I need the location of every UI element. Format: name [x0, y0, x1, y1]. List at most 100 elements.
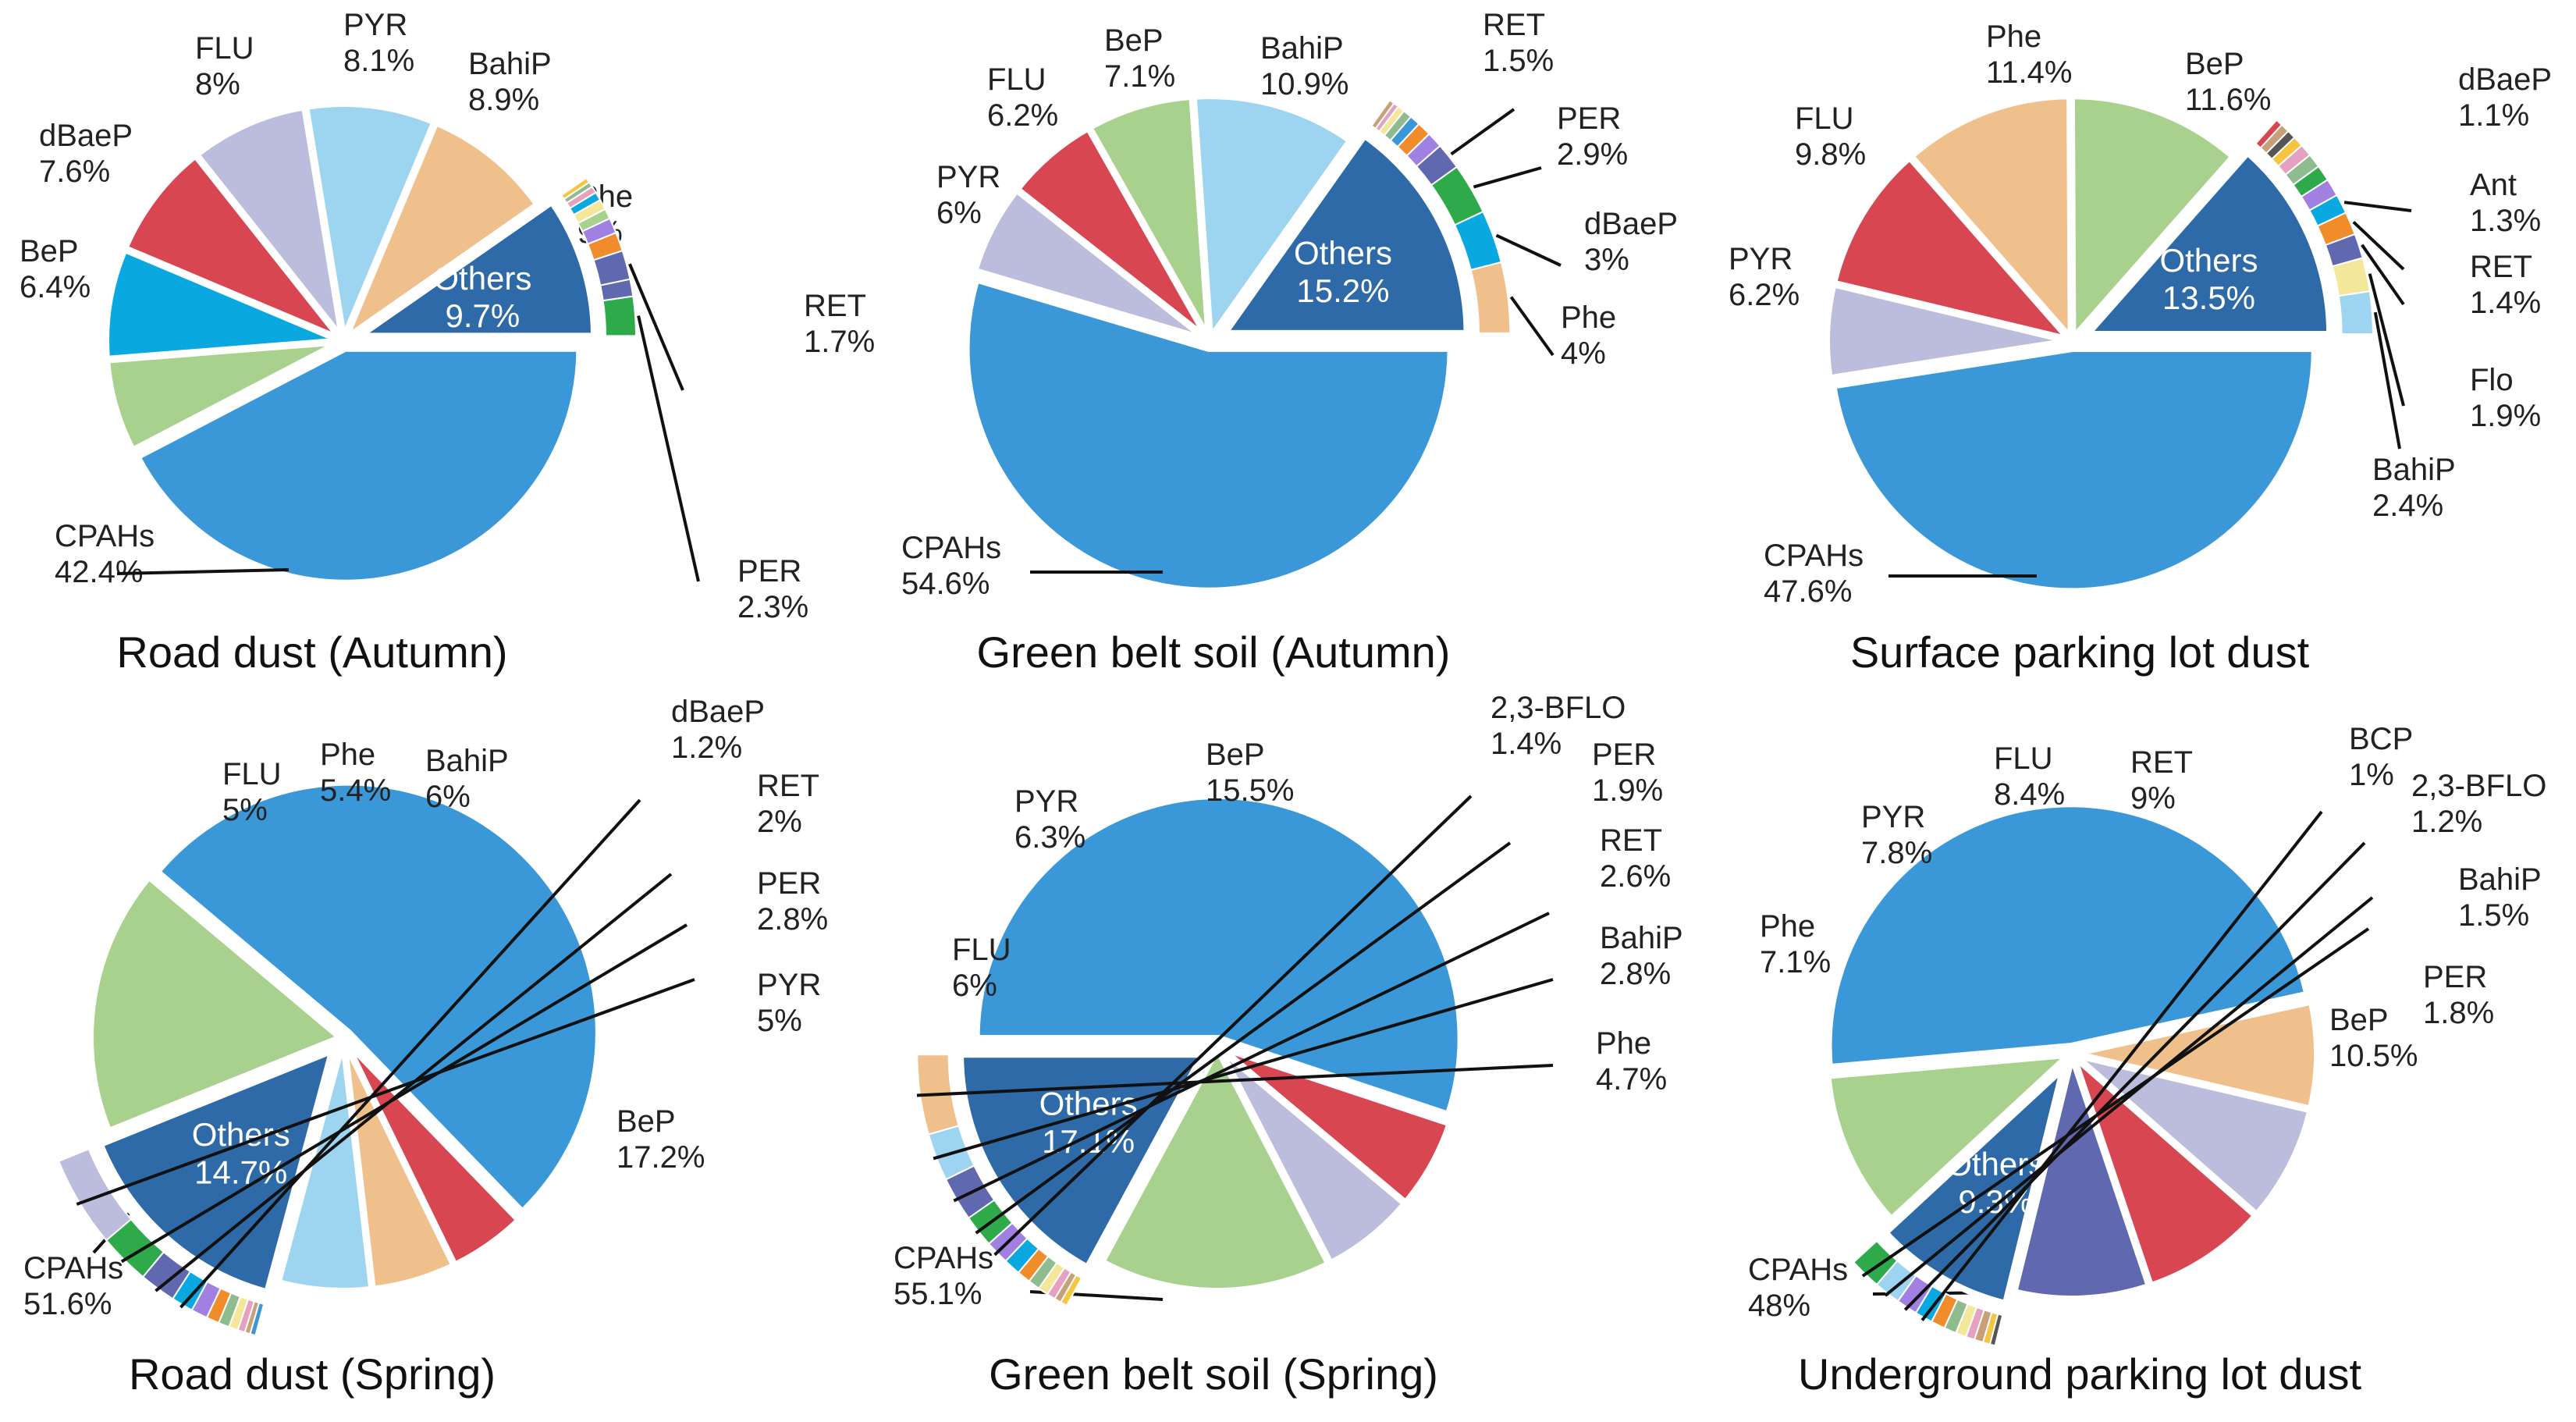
- slice-label-others: Others 13.5%: [2159, 242, 2258, 316]
- chart-title: Surface parking lot dust: [1850, 627, 2310, 677]
- slice-pyr: [1824, 280, 2070, 382]
- others-label-flo: Flo 1.9%: [2470, 363, 2541, 433]
- slice-phe: [1906, 93, 2074, 347]
- leader-line-2-3-bflo: [993, 795, 1473, 1257]
- slice-label-bep: BeP 6.4%: [20, 234, 91, 304]
- slice-label-bep: BeP 15.5%: [1206, 738, 1294, 808]
- slice-bep: [1085, 93, 1212, 340]
- others-label-phe: Phe 4%: [1561, 300, 1616, 371]
- slice-bep: [87, 873, 346, 1136]
- slice-label-ret: RET 9%: [2130, 745, 2193, 816]
- slice-others: [1218, 131, 1470, 336]
- chart-title: Road dust (Autumn): [116, 627, 507, 677]
- others-label-ret: RET 2.6%: [1600, 823, 1671, 894]
- others-segment-per: [602, 295, 638, 337]
- slice-bep: [1097, 1042, 1333, 1294]
- leader-line-per: [1473, 166, 1542, 189]
- slice-label-others: Others 9.7%: [433, 260, 531, 334]
- slice-bahip: [1190, 93, 1355, 347]
- slice-label-pyr: PYR 6%: [936, 160, 1000, 230]
- leader-line-bahip: [933, 978, 1554, 1161]
- others-label-ret: RET 1.5%: [1483, 8, 1554, 78]
- leader-line-pyr: [76, 978, 695, 1206]
- leader-line-bahip: [1884, 896, 2374, 1297]
- others-segment-minor-12: [2254, 119, 2283, 149]
- slice-label-pyr: PYR 6.3%: [1014, 784, 1085, 855]
- slice-label-bahip: BahiP 8.9%: [468, 47, 552, 117]
- slice-ret: [2010, 1045, 2153, 1302]
- leader-line-ret: [2361, 244, 2405, 306]
- others-label-bahip: BahiP 2.4%: [2372, 453, 2456, 523]
- leader-line-dbaep: [2343, 201, 2412, 212]
- slice-label-bahip: BahiP 6%: [425, 744, 509, 814]
- slice-label-cpahs: CPAHs 55.1%: [894, 1241, 993, 1311]
- slice-others: [1881, 1059, 2069, 1307]
- leader-line-bahip: [2373, 311, 2401, 450]
- others-label-phe: Phe 4.7%: [1596, 1026, 1667, 1097]
- slice-cpahs: [1829, 346, 2318, 595]
- slice-label-dbaep: dBaeP 7.6%: [39, 119, 133, 189]
- slice-label-bep: BeP 17.2%: [616, 1104, 705, 1175]
- slice-label-pyr: PYR 8.1%: [343, 8, 414, 78]
- others-label-per: PER 1.8%: [2423, 960, 2494, 1030]
- leader-line-flo: [2368, 273, 2405, 407]
- slice-label-cpahs: CPAHs 54.6%: [901, 531, 1001, 601]
- chart-title: Green belt soil (Autumn): [977, 627, 1451, 677]
- slice-label-bep: BeP 11.6%: [2185, 47, 2271, 117]
- others-label-ret: RET 2%: [757, 769, 819, 839]
- slice-bahip: [302, 101, 439, 350]
- leader-line-per: [637, 315, 700, 582]
- slice-cpahs: [973, 793, 1464, 1118]
- slice-bahip: [274, 1040, 375, 1294]
- slice-phe: [338, 118, 542, 348]
- leader-line-phe: [916, 1064, 1554, 1097]
- leader-line-ret: [1450, 108, 1515, 156]
- slice-label-phe: Phe 11.4%: [1986, 20, 2072, 90]
- others-label-per: PER 2.3%: [737, 554, 808, 624]
- leader-line-ret: [628, 263, 684, 391]
- leader-line-per: [975, 841, 1512, 1235]
- slice-dbaep: [103, 245, 342, 363]
- slice-others: [96, 1045, 337, 1296]
- others-label-pyr: PYR 5%: [757, 968, 821, 1038]
- slice-label-cpahs: CPAHs 48%: [1748, 1253, 1848, 1323]
- leader-line-2-3-bflo: [1903, 841, 2366, 1311]
- others-label-bahip: BahiP 2.8%: [1600, 921, 1683, 991]
- slice-cpahs: [133, 345, 583, 586]
- slice-phe: [2074, 997, 2321, 1113]
- slice-label-flu: FLU 9.8%: [1795, 101, 1866, 172]
- others-label-per: PER 2.8%: [757, 866, 828, 937]
- slice-label-others: Others 14.7%: [192, 1116, 290, 1190]
- chart-title: Green belt soil (Spring): [989, 1349, 1438, 1399]
- slice-pyr: [2072, 1051, 2315, 1219]
- slice-label-flu: FLU 6.2%: [987, 62, 1058, 133]
- chart-title: Underground parking lot dust: [1798, 1349, 2362, 1399]
- slice-cpahs: [153, 779, 602, 1217]
- slice-bep: [1825, 1051, 2078, 1224]
- slice-label-flu: FLU 8%: [195, 31, 254, 101]
- pie-chart-5: CPAHs 55.1%FLU 6%PYR 6.3%BeP 15.5%Others 17.1…: [894, 691, 1683, 1399]
- pie-chart-4: CPAHs 51.6% FLU 5% Phe 5.4% BahiP 6% Others 14.7%…: [23, 695, 828, 1399]
- others-label-ret: RET 1.7%: [804, 289, 875, 359]
- others-segment-minor-11: [1059, 1274, 1083, 1307]
- leader-line-ret: [155, 873, 673, 1292]
- slice-cpahs: [963, 276, 1454, 594]
- others-segment-phe: [1469, 261, 1512, 334]
- slice-flu: [2066, 1046, 2261, 1290]
- chart-title: Road dust (Spring): [129, 1349, 496, 1399]
- others-label-per: PER 1.9%: [1592, 738, 1663, 808]
- slice-flu: [121, 151, 343, 343]
- slice-label-flu: FLU 5%: [222, 757, 282, 827]
- others-label-2-3-bflo: 2,3-BFLO 1.4%: [1491, 691, 1626, 761]
- slice-label-bahip: BahiP 10.9%: [1260, 31, 1348, 101]
- leader-line-per: [1861, 927, 2370, 1278]
- pie-chart-1: CPAHs 42.4% BeP 6.4% dBaeP 7.6% FLU 8% PYR 8.1% Ba…: [20, 8, 875, 677]
- slice-others: [2080, 148, 2333, 337]
- slice-label-phe: Phe 7.1%: [1760, 909, 1831, 979]
- pie-chart-2: CPAHs 54.6% PYR 6% FLU 6.2% BeP 7.1% BahiP 10.9% O…: [901, 8, 1678, 677]
- others-label-2-3-bflo: 2,3-BFLO 1.2%: [2411, 769, 2546, 839]
- slice-label-flu: FLU 6%: [952, 933, 1011, 1003]
- leader-line-bcp: [1920, 810, 2323, 1321]
- leader-line-per: [120, 923, 688, 1264]
